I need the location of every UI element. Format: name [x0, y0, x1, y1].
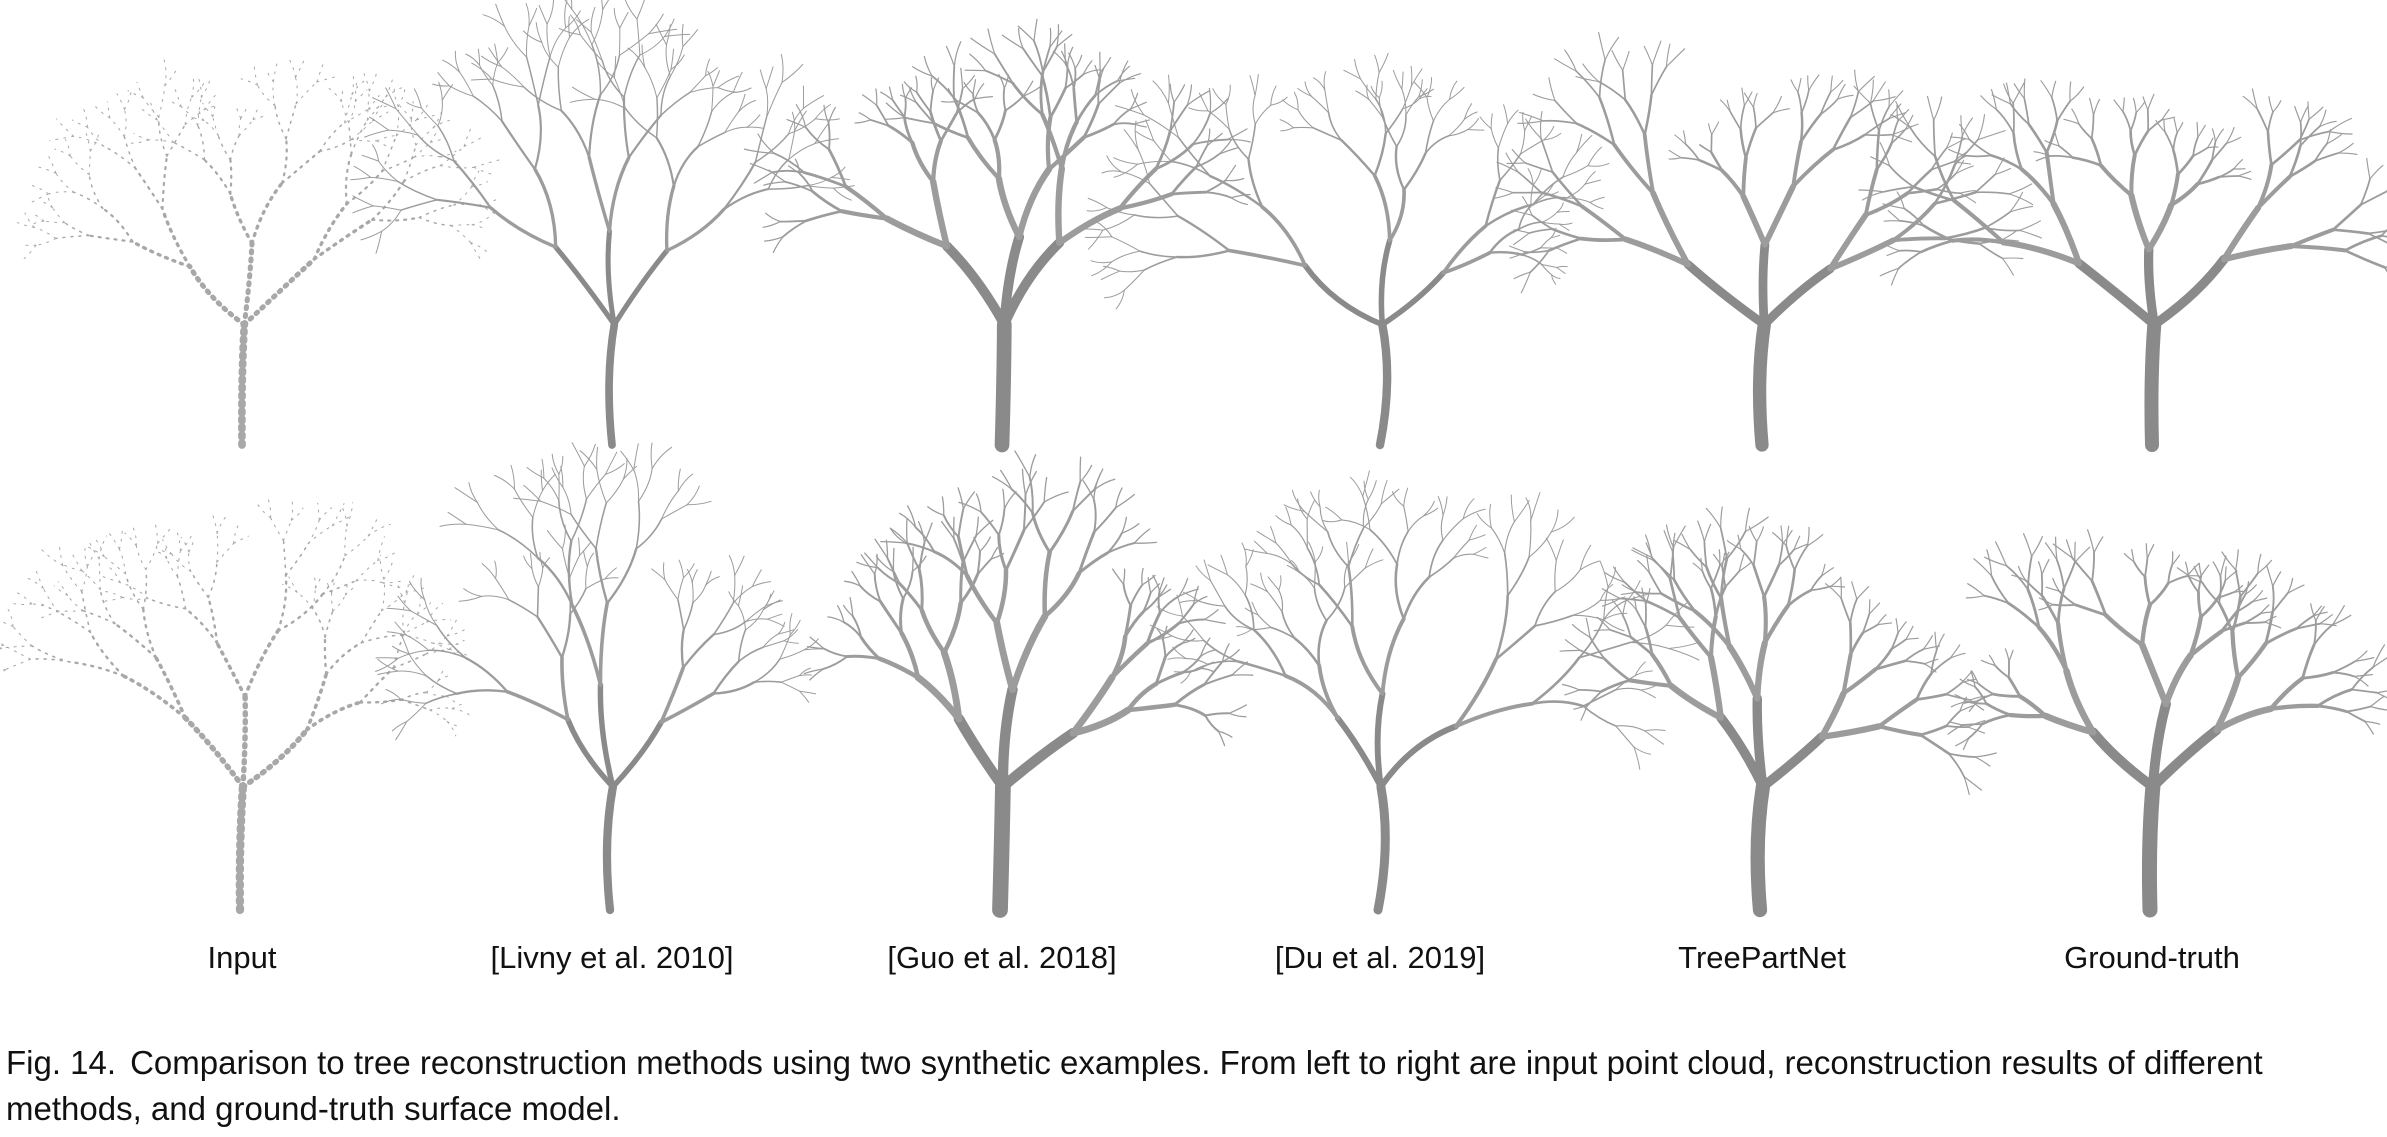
label-du-2019: [Du et al. 2019]	[1274, 940, 1486, 975]
caption-number: Fig. 14.	[6, 1044, 117, 1081]
tree-livny-2010-example-2	[375, 442, 824, 915]
tree-ground-truth-example-2	[1947, 529, 2387, 918]
tree-guo-2018-example-1	[743, 18, 1251, 453]
tree-ground-truth-example-1	[1858, 78, 2387, 452]
tree-livny-2010-example-1	[350, 0, 855, 449]
tree-input-example-1	[17, 57, 500, 449]
tree-treepartnet-example-1	[1493, 31, 2042, 452]
figure-caption: Fig. 14. Comparison to tree reconstructio…	[6, 1040, 2376, 1132]
tree-treepartnet-example-2	[1559, 506, 1997, 918]
label-ground-truth: Ground-truth	[2064, 940, 2240, 975]
label-treepartnet: TreePartNet	[1678, 940, 1846, 975]
label-guo-2018: [Guo et al. 2018]	[887, 940, 1117, 975]
tree-guo-2018-example-2	[803, 450, 1254, 918]
tree-du-2019-example-1	[1078, 52, 1610, 450]
tree-du-2019-example-2	[1147, 470, 1700, 915]
caption-text: Comparison to tree reconstruction method…	[6, 1044, 2263, 1127]
tree-comparison-grid	[0, 0, 2387, 918]
tree-input-example-2	[0, 495, 471, 915]
label-livny-2010: [Livny et al. 2010]	[490, 940, 734, 975]
label-input: Input	[207, 940, 277, 975]
